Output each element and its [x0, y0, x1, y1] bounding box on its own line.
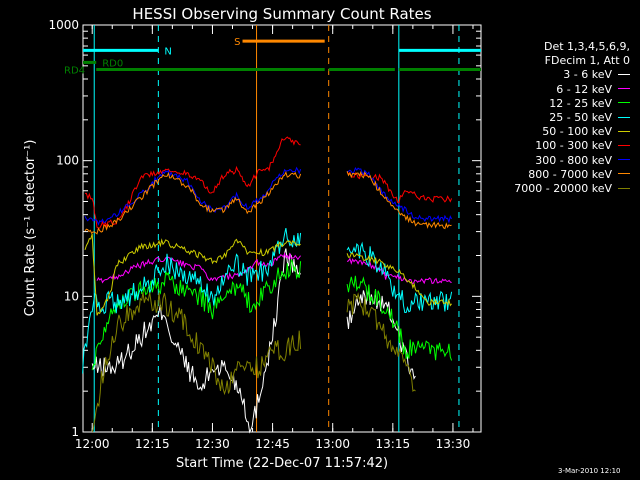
x-tick-label: 12:45 — [255, 437, 290, 451]
plot-area: 1 10 100 1000 12:00 12:15 12:30 12:45 13:00 13:15… — [48, 18, 482, 451]
legend-entry: 25 - 50 keV — [494, 111, 630, 125]
x-tick-label: 13:00 — [315, 437, 350, 451]
legend-swatch — [618, 144, 630, 146]
legend-entry: 7000 - 20000 keV — [494, 182, 630, 196]
legend-entry: 6 - 12 keV — [494, 83, 630, 97]
plot-frame — [82, 24, 482, 433]
legend-swatch — [618, 130, 630, 132]
legend-entry-label: 100 - 300 keV — [535, 139, 612, 153]
legend-header-line-2: FDecim 1, Att 0 — [544, 54, 630, 68]
date-stamp: 3-Mar-2010 12:10 — [558, 467, 621, 475]
x-tick-label: 12:00 — [75, 437, 110, 451]
flag-label: RD0 — [102, 58, 123, 69]
series-line — [91, 248, 416, 434]
series-line — [84, 166, 453, 226]
chart-title: HESSI Observing Summary Count Rates — [132, 5, 431, 23]
series-line — [84, 233, 452, 316]
legend-entry-label: 800 - 7000 keV — [528, 167, 612, 181]
flag-label: N — [164, 46, 171, 57]
x-tick-label: 13:30 — [436, 437, 471, 451]
flag-label: S — [234, 37, 240, 48]
series-line — [96, 252, 452, 285]
y-tick-label: 100 — [56, 154, 79, 168]
y-axis-label: Count Rate (s⁻¹ detector⁻¹) — [23, 140, 38, 317]
legend-swatch — [618, 159, 630, 161]
series-line — [85, 136, 453, 229]
series-line — [82, 227, 453, 374]
legend-swatch — [618, 173, 630, 175]
x-tick-label: 12:15 — [135, 437, 170, 451]
flag-label: RD4 — [64, 65, 85, 76]
legend-entry-label: 6 - 12 keV — [556, 82, 612, 96]
legend-entry: 100 - 300 keV — [494, 139, 630, 153]
legend-header-line-1: Det 1,3,4,5,6,9, — [543, 40, 630, 53]
y-tick-label: 1000 — [48, 18, 79, 32]
legend-swatch — [618, 88, 630, 90]
legend-swatch — [618, 116, 630, 118]
legend-entries: 3 - 6 keV 6 - 12 keV 12 - 25 keV 25 - 50 ke… — [494, 68, 630, 196]
legend-entry-label: 50 - 100 keV — [542, 125, 612, 139]
legend-entry: 12 - 25 keV — [494, 97, 630, 111]
x-axis-label: Start Time (22-Dec-07 11:57:42) — [176, 456, 388, 471]
y-tick-label: 1 — [71, 425, 79, 439]
legend-entry: 3 - 6 keV — [494, 68, 630, 82]
legend-entry-label: 7000 - 20000 keV — [514, 182, 612, 196]
legend-entry: 300 - 800 keV — [494, 154, 630, 168]
legend-entry: 800 - 7000 keV — [494, 168, 630, 182]
series-line — [91, 292, 416, 433]
legend-entry-label: 25 - 50 keV — [549, 111, 612, 125]
legend-swatch — [618, 187, 630, 189]
series-line — [91, 259, 453, 371]
legend-swatch — [618, 102, 630, 104]
legend-entry-label: 12 - 25 keV — [549, 96, 612, 110]
legend: Det 1,3,4,5,6,9, FDecim 1, Att 0 3 - 6 k… — [494, 40, 630, 196]
legend-entry-label: 3 - 6 keV — [563, 68, 612, 82]
x-tick-label: 12:30 — [195, 437, 230, 451]
x-tick-label: 13:15 — [376, 437, 411, 451]
legend-entry-label: 300 - 800 keV — [535, 153, 612, 167]
legend-swatch — [618, 73, 630, 75]
y-tick-label: 10 — [64, 289, 79, 303]
legend-entry: 50 - 100 keV — [494, 125, 630, 139]
series-line — [84, 170, 452, 235]
